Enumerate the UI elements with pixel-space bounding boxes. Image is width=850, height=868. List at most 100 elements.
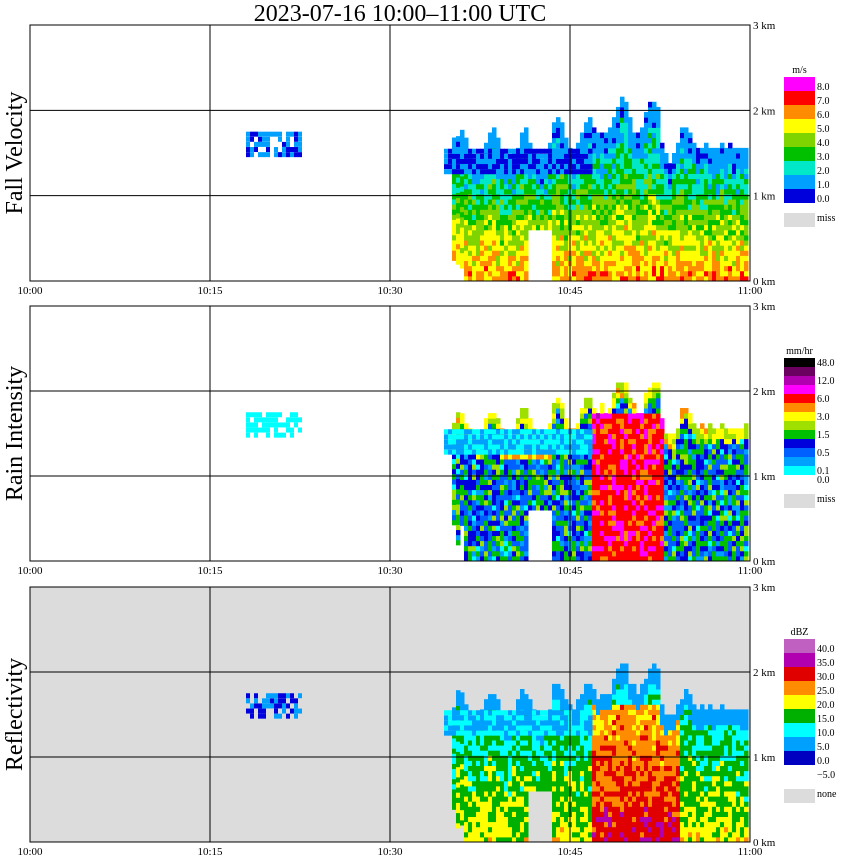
echo-cell bbox=[648, 101, 653, 108]
echo-cell bbox=[516, 504, 521, 511]
echo-cell bbox=[576, 199, 581, 205]
echo-cell bbox=[676, 265, 681, 272]
echo-cell bbox=[500, 484, 505, 491]
echo-cell bbox=[620, 199, 625, 205]
echo-cell bbox=[456, 802, 461, 808]
echo-cell bbox=[488, 142, 493, 149]
echo-cell bbox=[456, 690, 461, 696]
echo-cell bbox=[620, 122, 625, 128]
echo-cell bbox=[620, 474, 625, 480]
echo-cell bbox=[588, 444, 593, 450]
echo-cell bbox=[612, 183, 617, 190]
echo-cell bbox=[724, 178, 729, 185]
echo-cell bbox=[632, 494, 637, 501]
echo-cell bbox=[516, 193, 521, 200]
echo-cell bbox=[660, 234, 665, 241]
echo-cell bbox=[676, 474, 681, 480]
echo-cell bbox=[720, 535, 725, 542]
echo-cell bbox=[632, 183, 637, 190]
echo-cell bbox=[596, 173, 601, 180]
echo-cell bbox=[488, 178, 493, 185]
echo-cell bbox=[492, 137, 497, 144]
echo-cell bbox=[572, 449, 577, 455]
echo-cell bbox=[704, 199, 709, 205]
echo-cell bbox=[620, 530, 625, 536]
echo-cell bbox=[496, 240, 501, 246]
echo-cell bbox=[262, 427, 266, 433]
echo-cell bbox=[740, 469, 745, 475]
echo-cell bbox=[744, 525, 749, 531]
echo-cell bbox=[704, 525, 709, 531]
echo-cell bbox=[624, 545, 629, 552]
echo-cell bbox=[528, 429, 533, 435]
echo-cell bbox=[716, 234, 721, 241]
echo-cell bbox=[508, 199, 513, 205]
echo-cell bbox=[688, 428, 693, 434]
echo-cell bbox=[456, 449, 461, 455]
echo-cell bbox=[508, 826, 513, 833]
echo-cell bbox=[496, 836, 501, 843]
echo-cell bbox=[464, 801, 469, 807]
echo-cell bbox=[640, 193, 645, 200]
echo-cell bbox=[540, 469, 545, 475]
echo-cell bbox=[636, 188, 641, 195]
echo-cell bbox=[696, 234, 701, 241]
echo-cell bbox=[596, 178, 601, 185]
echo-cell bbox=[496, 234, 501, 241]
echo-cell bbox=[660, 525, 665, 531]
echo-cell bbox=[480, 811, 485, 817]
echo-cell bbox=[524, 504, 529, 511]
echo-cell bbox=[504, 469, 509, 475]
echo-cell bbox=[732, 530, 737, 536]
echo-cell bbox=[456, 746, 461, 752]
echo-cell bbox=[680, 229, 685, 236]
echo-cell bbox=[648, 229, 653, 236]
echo-cell bbox=[652, 504, 657, 511]
echo-cell bbox=[564, 429, 569, 435]
echo-cell bbox=[616, 173, 621, 180]
echo-cell bbox=[528, 494, 533, 501]
echo-cell bbox=[508, 831, 513, 838]
echo-cell bbox=[492, 770, 497, 777]
echo-cell bbox=[572, 474, 577, 480]
echo-cell bbox=[496, 169, 501, 175]
echo-cell bbox=[664, 530, 669, 536]
echo-cell bbox=[584, 520, 589, 526]
echo-cell bbox=[640, 530, 645, 536]
echo-cell bbox=[616, 153, 621, 159]
echo-cell bbox=[480, 188, 485, 195]
echo-cell bbox=[456, 761, 461, 768]
echo-cell bbox=[728, 479, 733, 485]
echo-cell bbox=[620, 132, 625, 139]
echo-cell bbox=[452, 758, 457, 764]
echo-cell bbox=[716, 453, 721, 460]
x-tick-label: 11:00 bbox=[738, 285, 763, 297]
echo-cell bbox=[520, 489, 525, 496]
echo-cell bbox=[528, 164, 533, 170]
echo-cell bbox=[496, 449, 501, 455]
echo-cell bbox=[600, 193, 605, 200]
echo-cell bbox=[724, 275, 729, 282]
echo-cell bbox=[572, 234, 577, 241]
echo-cell bbox=[480, 520, 485, 526]
echo-cell bbox=[472, 801, 477, 807]
echo-cell bbox=[660, 188, 665, 195]
echo-cell bbox=[500, 255, 505, 262]
echo-cell bbox=[732, 260, 737, 267]
echo-cell bbox=[656, 530, 661, 536]
echo-cell bbox=[632, 153, 637, 159]
echo-cell bbox=[580, 474, 585, 480]
echo-cell bbox=[616, 428, 621, 434]
echo-cell bbox=[664, 153, 669, 159]
echo-cell bbox=[476, 164, 481, 170]
echo-cell bbox=[660, 199, 665, 205]
echo-cell bbox=[736, 433, 741, 440]
echo-cell bbox=[488, 164, 493, 170]
echo-cell bbox=[504, 489, 509, 496]
echo-cell bbox=[600, 168, 605, 174]
echo-cell bbox=[488, 250, 493, 256]
echo-cell bbox=[656, 153, 661, 159]
echo-cell bbox=[504, 158, 509, 164]
echo-cell bbox=[608, 270, 613, 277]
echo-cell bbox=[740, 453, 745, 460]
